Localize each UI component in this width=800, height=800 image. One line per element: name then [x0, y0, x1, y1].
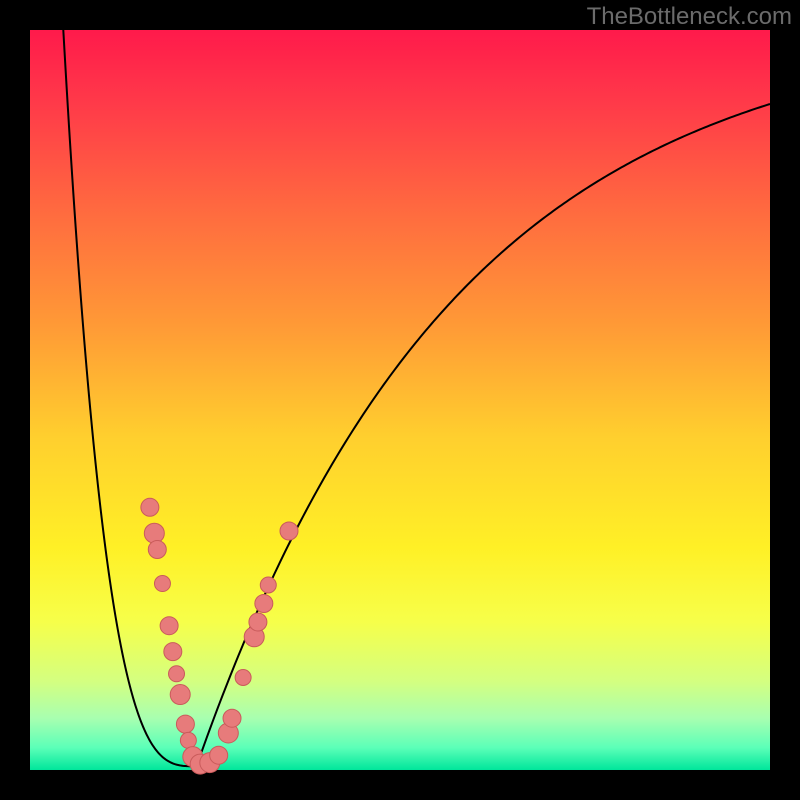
data-marker [180, 732, 196, 748]
data-marker [160, 617, 178, 635]
data-marker [280, 522, 298, 540]
data-marker [148, 540, 166, 558]
data-marker [249, 613, 267, 631]
data-marker [255, 595, 273, 613]
data-marker [144, 523, 164, 543]
data-marker [169, 666, 185, 682]
watermark-text: TheBottleneck.com [587, 3, 792, 30]
plot-background [30, 30, 770, 770]
data-marker [164, 643, 182, 661]
data-marker [176, 715, 194, 733]
bottleneck-chart: TheBottleneck.com [0, 0, 800, 800]
data-marker [141, 498, 159, 516]
data-marker [154, 576, 170, 592]
data-marker [223, 709, 241, 727]
data-marker [210, 746, 228, 764]
data-marker [260, 577, 276, 593]
data-marker [235, 670, 251, 686]
data-marker [170, 685, 190, 705]
